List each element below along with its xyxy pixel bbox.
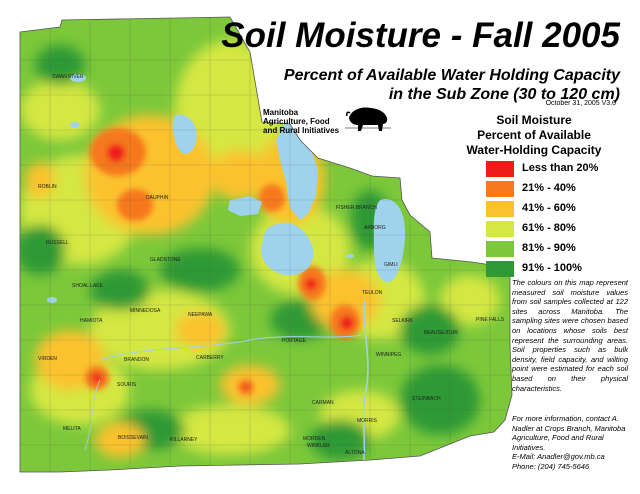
place-label: MELITA bbox=[63, 426, 81, 432]
place-label: CARBERRY bbox=[196, 355, 224, 361]
legend-swatch bbox=[486, 161, 514, 177]
contact-info: For more information, contact A. Nadler … bbox=[512, 414, 628, 472]
legend-title: Soil Moisture Percent of Available Water… bbox=[450, 113, 618, 158]
place-label: PINE FALLS bbox=[476, 317, 505, 323]
legend-title-line: Water-Holding Capacity bbox=[466, 143, 602, 157]
place-label: MINNEDOSA bbox=[130, 308, 161, 314]
place-label: HAMIOTA bbox=[80, 318, 103, 324]
map-date: October 31, 2005 V3.0 bbox=[545, 100, 616, 107]
legend-label: Less than 20% bbox=[522, 162, 599, 174]
place-label: SHOAL LAKE bbox=[72, 283, 103, 289]
ministry-line: Agriculture, Food bbox=[263, 117, 330, 126]
place-label: ALTONA bbox=[345, 450, 365, 456]
ministry-line: Manitoba bbox=[263, 108, 299, 117]
place-label: FISHER BRANCH bbox=[336, 205, 377, 211]
place-label: CARMAN bbox=[312, 400, 334, 406]
ministry-line: and Rural Initiatives bbox=[263, 126, 340, 135]
place-label: WINKLER bbox=[307, 443, 330, 449]
map-description: The colours on this map represent measur… bbox=[512, 278, 628, 393]
contact-line: For more information, contact A. Nadler … bbox=[512, 414, 626, 452]
place-label: GLADSTONE bbox=[150, 257, 181, 263]
bison-logo-icon bbox=[345, 107, 391, 131]
legend-label: 61% - 80% bbox=[522, 222, 576, 234]
legend-label: 81% - 90% bbox=[522, 242, 576, 254]
legend-swatch bbox=[486, 201, 514, 217]
contact-phone: Phone: (204) 745-5646 bbox=[512, 461, 590, 471]
place-label: ARBORG bbox=[364, 225, 386, 231]
place-label: GIMLI bbox=[384, 262, 398, 268]
legend-label: 41% - 60% bbox=[522, 202, 576, 214]
contact-email: E-Mail: Anadler@gov.mb.ca bbox=[512, 452, 605, 462]
legend-label: 21% - 40% bbox=[522, 182, 576, 194]
place-label: DAUPHIN bbox=[146, 195, 169, 201]
place-label: BOISSEVAIN bbox=[118, 435, 148, 441]
legend-label: 91% - 100% bbox=[522, 262, 582, 274]
legend-swatch bbox=[486, 241, 514, 257]
place-label: SELKIRK bbox=[392, 318, 414, 324]
place-label: KILLARNEY bbox=[170, 437, 198, 443]
place-label: MORDEN bbox=[303, 436, 326, 442]
subtitle-line: in the Sub Zone (30 to 120 cm) bbox=[388, 86, 620, 103]
place-label: WINNIPEG bbox=[376, 352, 402, 358]
legend-swatch bbox=[486, 221, 514, 237]
place-label: SOURIS bbox=[117, 382, 137, 388]
place-label: BRANDON bbox=[124, 357, 150, 363]
place-label: VIRDEN bbox=[38, 356, 57, 362]
legend-swatch bbox=[486, 181, 514, 197]
place-label: PORTAGE bbox=[282, 338, 306, 344]
place-label: SWAN RIVER bbox=[52, 74, 84, 80]
legend-title-line: Soil Moisture bbox=[496, 113, 572, 127]
subtitle-line: Percent of Available Water Holding Capac… bbox=[283, 67, 620, 84]
ministry-logo-text: Manitoba Agriculture, Food and Rural Ini… bbox=[263, 108, 339, 135]
place-label: NEEPAWA bbox=[188, 312, 213, 318]
place-label: BEAUSEJOUR bbox=[424, 330, 458, 336]
legend-title-line: Percent of Available bbox=[477, 128, 591, 142]
place-label: ROBLIN bbox=[38, 184, 57, 190]
place-label: MORRIS bbox=[357, 418, 377, 424]
place-label: RUSSELL bbox=[46, 240, 69, 246]
place-label: STEINBACH bbox=[412, 396, 441, 402]
place-label: TEULON bbox=[362, 290, 383, 296]
map-title: Soil Moisture - Fall 2005 bbox=[221, 16, 620, 55]
map-subtitle: Percent of Available Water Holding Capac… bbox=[250, 66, 620, 104]
legend-swatch bbox=[486, 261, 514, 277]
